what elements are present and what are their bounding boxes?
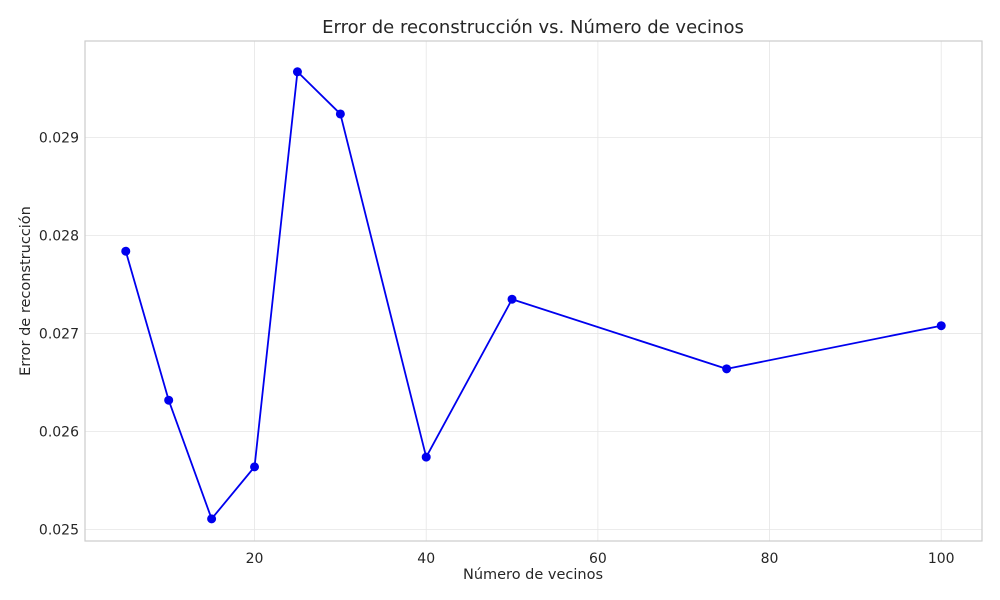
x-tick-label: 40 — [417, 551, 435, 567]
y-tick-label: 0.028 — [39, 229, 79, 245]
y-tick-label: 0.029 — [39, 130, 79, 146]
chart-title: Error de reconstrucción vs. Número de ve… — [322, 17, 744, 38]
data-point — [507, 294, 517, 304]
series-line — [124, 70, 942, 520]
y-axis-ticks: 0.025 0.026 0.027 0.028 0.029 — [39, 130, 79, 538]
x-axis-label: Número de vecinos — [463, 567, 603, 583]
x-tick-label: 100 — [928, 551, 955, 567]
data-point — [164, 395, 174, 405]
data-point — [722, 364, 732, 374]
x-tick-label: 20 — [246, 551, 264, 567]
x-axis-ticks: 20 40 60 80 100 — [246, 551, 955, 567]
y-tick-label: 0.027 — [39, 327, 79, 343]
data-point — [292, 67, 302, 77]
data-point — [335, 109, 345, 119]
data-point — [207, 514, 217, 524]
data-point — [121, 246, 131, 256]
x-tick-label: 60 — [589, 551, 607, 567]
y-axis-label: Error de reconstrucción — [18, 206, 34, 376]
y-tick-label: 0.026 — [39, 425, 79, 441]
x-tick-label: 80 — [761, 551, 779, 567]
y-tick-label: 0.025 — [39, 523, 79, 539]
plot-area — [84, 40, 983, 542]
grid — [85, 41, 982, 541]
series-layer — [121, 67, 946, 524]
data-point — [421, 452, 431, 462]
data-point — [936, 321, 946, 331]
data-point — [250, 462, 260, 472]
